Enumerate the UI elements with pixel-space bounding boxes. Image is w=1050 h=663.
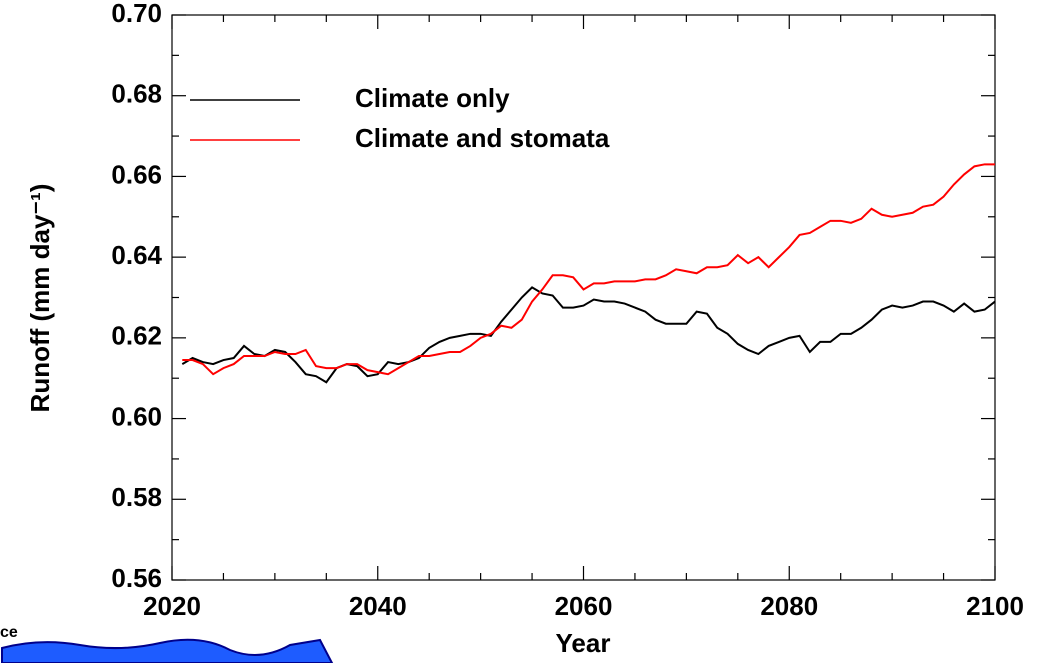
x-tick-label: 2100 (966, 591, 1024, 621)
y-tick-label: 0.68 (111, 79, 162, 109)
chart: ce Year Runoff (mm day⁻¹) 0.56 0.58 0.60 0.… (0, 0, 1050, 663)
logo-wave (2, 640, 332, 663)
series-line (182, 164, 995, 374)
y-tick-label: 0.64 (111, 240, 162, 270)
x-tick-label: 2080 (760, 591, 818, 621)
x-axis-label: Year (556, 628, 611, 658)
legend-label: Climate only (355, 83, 510, 113)
logo-text: ce (0, 624, 18, 641)
y-tick-label: 0.58 (111, 482, 162, 512)
y-tick-label: 0.56 (111, 563, 162, 593)
series-line (182, 287, 995, 382)
y-tick-label: 0.60 (111, 401, 162, 431)
x-tick-label: 2060 (555, 591, 613, 621)
y-tick-label: 0.70 (111, 0, 162, 28)
y-axis-label: Runoff (mm day⁻¹) (25, 184, 55, 413)
x-tick-label: 2020 (143, 591, 201, 621)
x-tick-label: 2040 (349, 591, 407, 621)
y-tick-label: 0.66 (111, 159, 162, 189)
y-tick-label: 0.62 (111, 321, 162, 351)
legend-label: Climate and stomata (355, 123, 610, 153)
